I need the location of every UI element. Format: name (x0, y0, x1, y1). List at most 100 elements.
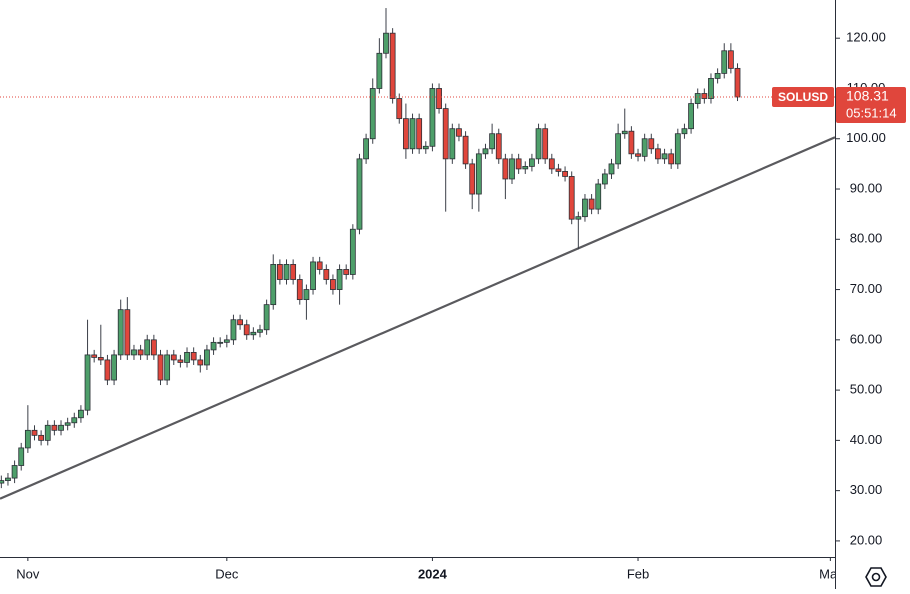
x-tick-label: 2024 (418, 566, 448, 581)
candle-body (429, 88, 436, 147)
candle-body (343, 269, 350, 275)
candle-body (502, 158, 509, 180)
candle-body (608, 163, 615, 175)
candle-body (230, 319, 237, 341)
candle-body (568, 176, 575, 220)
countdown-label: 05:51:14 (846, 105, 897, 120)
candle-body (131, 349, 137, 356)
candle-body (363, 138, 370, 160)
candle-body (555, 168, 562, 172)
candle-body (383, 32, 389, 54)
candle-body (727, 50, 734, 69)
candle-body (674, 133, 681, 165)
candle-body (330, 279, 336, 290)
plot-area (0, 8, 835, 500)
candle-body (601, 173, 608, 185)
candle-body (177, 359, 184, 363)
candle-body (376, 52, 383, 89)
candle-body (250, 331, 257, 336)
candle-body (164, 354, 171, 381)
candle-body (369, 88, 376, 140)
candle-body (104, 359, 111, 381)
settings-button[interactable] (865, 567, 887, 587)
candle-body (714, 72, 721, 79)
candle-body (276, 264, 283, 280)
candle-body (595, 183, 602, 210)
trendline (0, 136, 835, 500)
candle-body (296, 279, 303, 301)
candle-body (588, 198, 595, 210)
candle-body (78, 409, 84, 419)
candle-body (542, 128, 549, 160)
price-label-bg (836, 86, 906, 123)
candle-body (117, 309, 124, 356)
candle-body (721, 50, 728, 74)
candle-body (150, 339, 157, 356)
candle-body (44, 424, 51, 441)
candle-body (489, 133, 496, 150)
candle-body (184, 351, 190, 363)
candle-body (5, 477, 11, 481)
candle-body (422, 145, 429, 150)
candle-body (495, 133, 502, 160)
x-tick-label: Dec (215, 566, 239, 581)
candle-body (58, 424, 64, 431)
candle-body (442, 108, 449, 160)
candle-body (734, 67, 741, 98)
candle-body (111, 354, 117, 381)
candle-body (648, 138, 655, 150)
y-tick-label: 80.00 (850, 231, 883, 246)
candle-body (701, 93, 708, 99)
candle-body (217, 341, 224, 344)
candle-body (91, 354, 98, 358)
candle-body (38, 434, 45, 441)
symbol-label: SOLUSD (778, 90, 828, 104)
candle-body (688, 103, 694, 130)
candle-body (356, 158, 363, 230)
candle-body (641, 138, 648, 157)
candle-body (283, 264, 290, 280)
price-label: 108.31 (846, 88, 889, 104)
symbol-label-bg (772, 86, 834, 107)
candle-body (64, 422, 71, 426)
candle-body (635, 153, 641, 157)
candle-body (137, 349, 144, 356)
y-tick-label: 100.00 (846, 130, 886, 145)
candle-body (144, 339, 151, 356)
candle-body (416, 118, 423, 150)
candle-body (84, 354, 91, 411)
candle-body (402, 118, 409, 150)
candle-body (349, 228, 356, 275)
candle-body (11, 465, 18, 479)
y-tick-label: 20.00 (850, 532, 883, 547)
candle-body (621, 130, 628, 135)
candle-body (71, 417, 78, 424)
candle-body (436, 88, 442, 109)
candle-body (310, 261, 316, 290)
candle-body (475, 153, 482, 195)
candle-body (522, 165, 529, 170)
candle-body (323, 269, 330, 280)
candle-body (668, 153, 675, 165)
candle-body (628, 130, 635, 155)
candle-body (575, 216, 582, 220)
candle-body (389, 32, 396, 99)
candle-body (582, 198, 588, 218)
y-tick-label: 70.00 (850, 281, 883, 296)
y-tick-label: 60.00 (850, 331, 883, 346)
y-tick-label: 40.00 (850, 432, 883, 447)
candle-body (515, 158, 522, 170)
candle-body (482, 148, 489, 155)
candle-body (223, 339, 230, 343)
candle-body (509, 158, 515, 180)
candle-body (708, 78, 714, 99)
y-tick-label: 50.00 (850, 382, 883, 397)
candle-body (469, 163, 476, 195)
candle-body (529, 158, 535, 167)
x-tick-label: Feb (627, 566, 649, 581)
candle-body (396, 98, 403, 120)
candle-body (157, 354, 164, 381)
y-tick-label: 120.00 (846, 30, 886, 45)
candle-body (97, 357, 104, 361)
